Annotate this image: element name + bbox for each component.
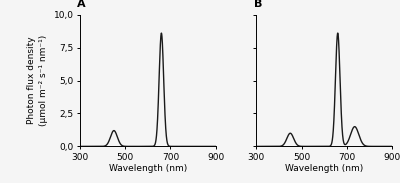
Text: A: A	[77, 0, 86, 9]
X-axis label: Wavelength (nm): Wavelength (nm)	[285, 165, 363, 173]
Y-axis label: Photon flux density
(μmol m⁻² s⁻¹ nm⁻¹): Photon flux density (μmol m⁻² s⁻¹ nm⁻¹)	[27, 35, 48, 126]
X-axis label: Wavelength (nm): Wavelength (nm)	[109, 165, 187, 173]
Text: B: B	[254, 0, 262, 9]
